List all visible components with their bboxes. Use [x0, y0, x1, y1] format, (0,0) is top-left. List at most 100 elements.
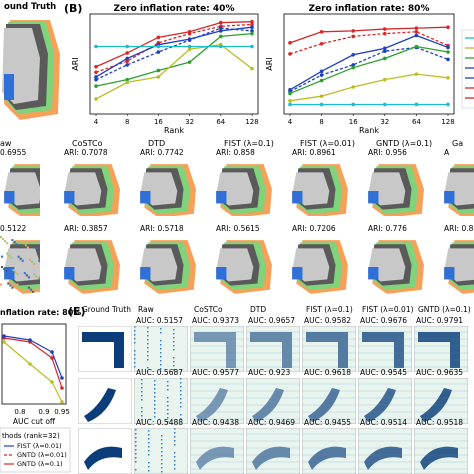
- y-axis-label: ARI: [71, 57, 80, 70]
- data-point: [28, 338, 32, 342]
- data-point: [2, 340, 6, 344]
- data-point: [414, 44, 419, 49]
- ari-caption: ARI: 0.8961: [292, 148, 336, 157]
- heatmap-image: [246, 378, 300, 424]
- data-point: [94, 75, 98, 79]
- data-point: [125, 77, 129, 82]
- ari-caption: ARI: 0.5718: [140, 224, 184, 233]
- chart-title: Zero inflation rate: 40%: [114, 4, 235, 14]
- series-line-2: [95, 23, 253, 73]
- y-axis-label: ARI: [265, 57, 274, 70]
- legend-label: GNTD (λ=0.1): [17, 460, 63, 468]
- data-point: [414, 30, 419, 34]
- data-point: [250, 31, 254, 36]
- method-title: FIST (λ=0.01): [300, 139, 355, 148]
- data-point: [351, 63, 356, 67]
- data-point: [94, 77, 98, 82]
- series-line: [3, 335, 63, 379]
- data-point: [219, 26, 223, 30]
- data-point: [319, 73, 324, 77]
- auc-caption: AUC: 0.9635: [416, 368, 464, 377]
- chart-title: Zero inflation rate: 80%: [309, 4, 430, 14]
- data-point: [28, 362, 32, 366]
- data-point: [319, 78, 324, 83]
- data-point: [187, 44, 192, 49]
- data-point: [319, 41, 324, 46]
- tissue-image: [292, 164, 348, 216]
- tissue-image: [368, 164, 424, 216]
- plot-frame: [89, 13, 259, 115]
- data-point: [250, 25, 254, 30]
- series-line-2: [289, 31, 449, 55]
- series-line-6: [289, 73, 449, 102]
- panel-b-charts: Zero inflation rate: 40% 4 8 16 32 64 128 Rank A…: [71, 4, 474, 135]
- x-tick-label: 0.8: [14, 408, 25, 416]
- x-tick-label: 16: [154, 118, 163, 126]
- series-line-1: [95, 21, 253, 68]
- data-point: [94, 44, 98, 49]
- data-point: [383, 56, 387, 61]
- ground-truth-mask: [78, 378, 132, 424]
- tissue-image: [368, 240, 424, 294]
- series-line-1: [289, 26, 449, 44]
- x-tick-label: 32: [380, 118, 389, 126]
- ground-truth-mask: [78, 326, 132, 372]
- data-point: [351, 29, 356, 33]
- data-point: [319, 69, 324, 74]
- legend-title: thods (rank=32): [2, 432, 60, 440]
- data-point: [125, 59, 129, 64]
- data-point: [446, 50, 450, 54]
- data-point: [219, 20, 223, 25]
- tissue-image: [444, 164, 474, 216]
- series-line-6: [95, 43, 253, 100]
- data-point: [60, 400, 64, 404]
- series-line: [3, 341, 63, 403]
- gt-title: ound Truth: [4, 2, 57, 12]
- heatmap-image: [302, 326, 356, 372]
- auc-caption: AUC: 0.9791: [416, 316, 464, 325]
- auc-caption: AUC: 0.5157: [136, 316, 184, 325]
- ari-caption: ARI: 0.5615: [216, 224, 260, 233]
- tissue-image: [140, 240, 196, 294]
- data-point: [250, 22, 254, 27]
- x-tick-label: 0.9: [38, 408, 49, 416]
- legend: [461, 29, 474, 109]
- series-line: [3, 337, 63, 389]
- data-point: [94, 64, 98, 69]
- data-point: [219, 44, 223, 49]
- data-point: [319, 94, 324, 98]
- data-point: [250, 29, 254, 33]
- x-tick-label: 8: [125, 118, 129, 126]
- column-header: GNTD (λ=0.1): [418, 305, 471, 314]
- x-tick-label: 128: [441, 118, 454, 126]
- ari-chart-2: Zero inflation rate: 80% 4 8 16 32 64 128 Rank A…: [265, 4, 455, 135]
- auc-caption: AUC: 0.5687: [136, 368, 184, 377]
- column-header: Ground Truth: [82, 305, 131, 314]
- data-point: [250, 66, 254, 71]
- data-point: [125, 63, 129, 67]
- x-axis-label: Rank: [164, 126, 184, 135]
- data-point: [250, 19, 254, 24]
- method-title: aw: [0, 139, 12, 148]
- ari-caption: ARI: 0.808: [444, 224, 474, 233]
- data-point: [351, 34, 356, 39]
- auc-caption: AUC: 0.9657: [248, 316, 296, 325]
- data-point: [414, 72, 419, 76]
- data-point: [383, 31, 387, 36]
- auc-caption: AUC: 0.923: [248, 368, 291, 377]
- ari-chart-1: Zero inflation rate: 40% 4 8 16 32 64 128 Rank A…: [71, 4, 259, 135]
- column-header: FIST (λ=0.01): [362, 305, 414, 314]
- data-point: [187, 47, 192, 52]
- ground-truth-mask: [78, 428, 132, 474]
- ari-caption: 0.5122: [0, 224, 27, 233]
- panel-e-label: (E): [68, 305, 86, 318]
- data-point: [50, 356, 54, 360]
- auc-caption: AUC: 0.9455: [304, 418, 352, 427]
- auc-caption: AUC: 0.9676: [360, 316, 408, 325]
- data-point: [446, 57, 450, 62]
- data-point: [125, 80, 129, 85]
- heatmap-image: [190, 378, 244, 424]
- panel-b-label: (B): [64, 2, 83, 15]
- data-point: [383, 27, 387, 31]
